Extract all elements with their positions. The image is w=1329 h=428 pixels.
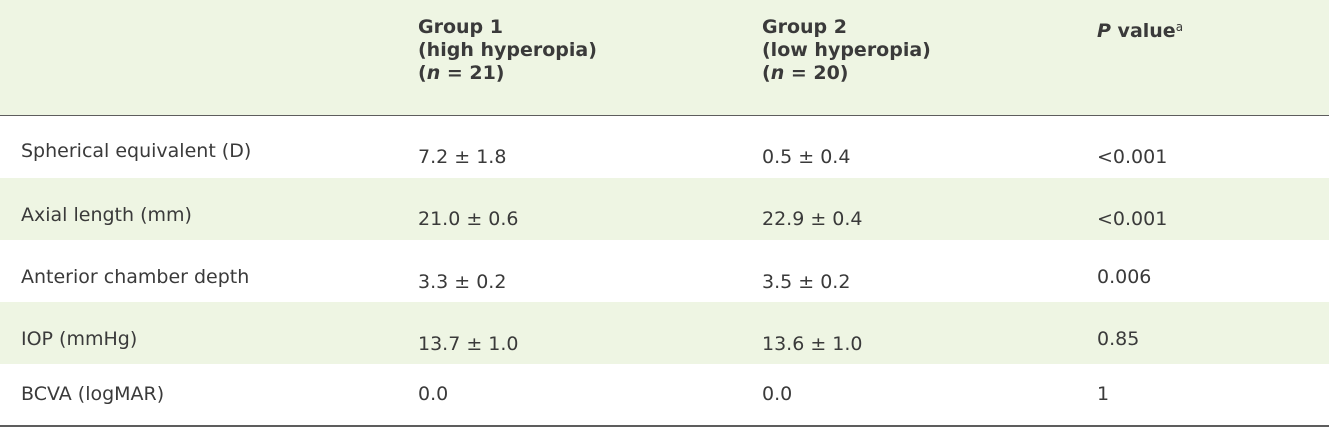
- header-p-label: value: [1110, 20, 1176, 42]
- header-group-2-n: (n = 20): [762, 62, 849, 84]
- header-group-1-n: (n = 21): [418, 62, 505, 84]
- row-group-1-value: 13.7 ± 1.0: [418, 333, 519, 355]
- row-label: Anterior chamber depth: [21, 266, 250, 288]
- table-bottom-rule: [0, 425, 1329, 427]
- row-group-1-value: 3.3 ± 0.2: [418, 271, 507, 293]
- row-p-value: 1: [1097, 383, 1110, 405]
- row-label: Spherical equivalent (D): [21, 140, 252, 162]
- row-group-2-value: 0.0: [762, 383, 793, 405]
- row-group-2-value: 3.5 ± 0.2: [762, 271, 851, 293]
- row-group-1-value: 7.2 ± 1.8: [418, 146, 507, 168]
- row-group-1-value: 21.0 ± 0.6: [418, 208, 519, 230]
- row-label: BCVA (logMAR): [21, 383, 165, 405]
- header-group-1-subtitle: (high hyperopia): [418, 39, 597, 61]
- header-group-2-subtitle: (low hyperopia): [762, 39, 931, 61]
- row-p-value: 0.006: [1097, 266, 1152, 288]
- table-row: IOP (mmHg) 13.7 ± 1.0 13.6 ± 1.0 0.85: [0, 302, 1329, 364]
- header-group-2: Group 2 (low hyperopia) (n = 20): [762, 16, 931, 85]
- header-p-value: P valuea: [1097, 16, 1183, 43]
- row-group-1-value: 0.0: [418, 383, 449, 405]
- table-row: Axial length (mm) 21.0 ± 0.6 22.9 ± 0.4 …: [0, 178, 1329, 240]
- row-label: IOP (mmHg): [21, 328, 138, 350]
- table-row: Spherical equivalent (D) 7.2 ± 1.8 0.5 ±…: [0, 116, 1329, 178]
- header-group-2-title: Group 2: [762, 16, 847, 38]
- table-row: BCVA (logMAR) 0.0 0.0 1: [0, 364, 1329, 425]
- header-p-var: P: [1097, 20, 1111, 42]
- row-label: Axial length (mm): [21, 204, 192, 226]
- table-header: Group 1 (high hyperopia) (n = 21) Group …: [0, 0, 1329, 116]
- table-row: Anterior chamber depth 3.3 ± 0.2 3.5 ± 0…: [0, 240, 1329, 302]
- header-group-1: Group 1 (high hyperopia) (n = 21): [418, 16, 597, 85]
- header-p-footnote: a: [1175, 20, 1184, 34]
- row-group-2-value: 13.6 ± 1.0: [762, 333, 863, 355]
- row-p-value: <0.001: [1097, 146, 1168, 168]
- row-p-value: 0.85: [1097, 328, 1140, 350]
- row-p-value: <0.001: [1097, 208, 1168, 230]
- header-group-1-title: Group 1: [418, 16, 503, 38]
- row-group-2-value: 22.9 ± 0.4: [762, 208, 863, 230]
- row-group-2-value: 0.5 ± 0.4: [762, 146, 851, 168]
